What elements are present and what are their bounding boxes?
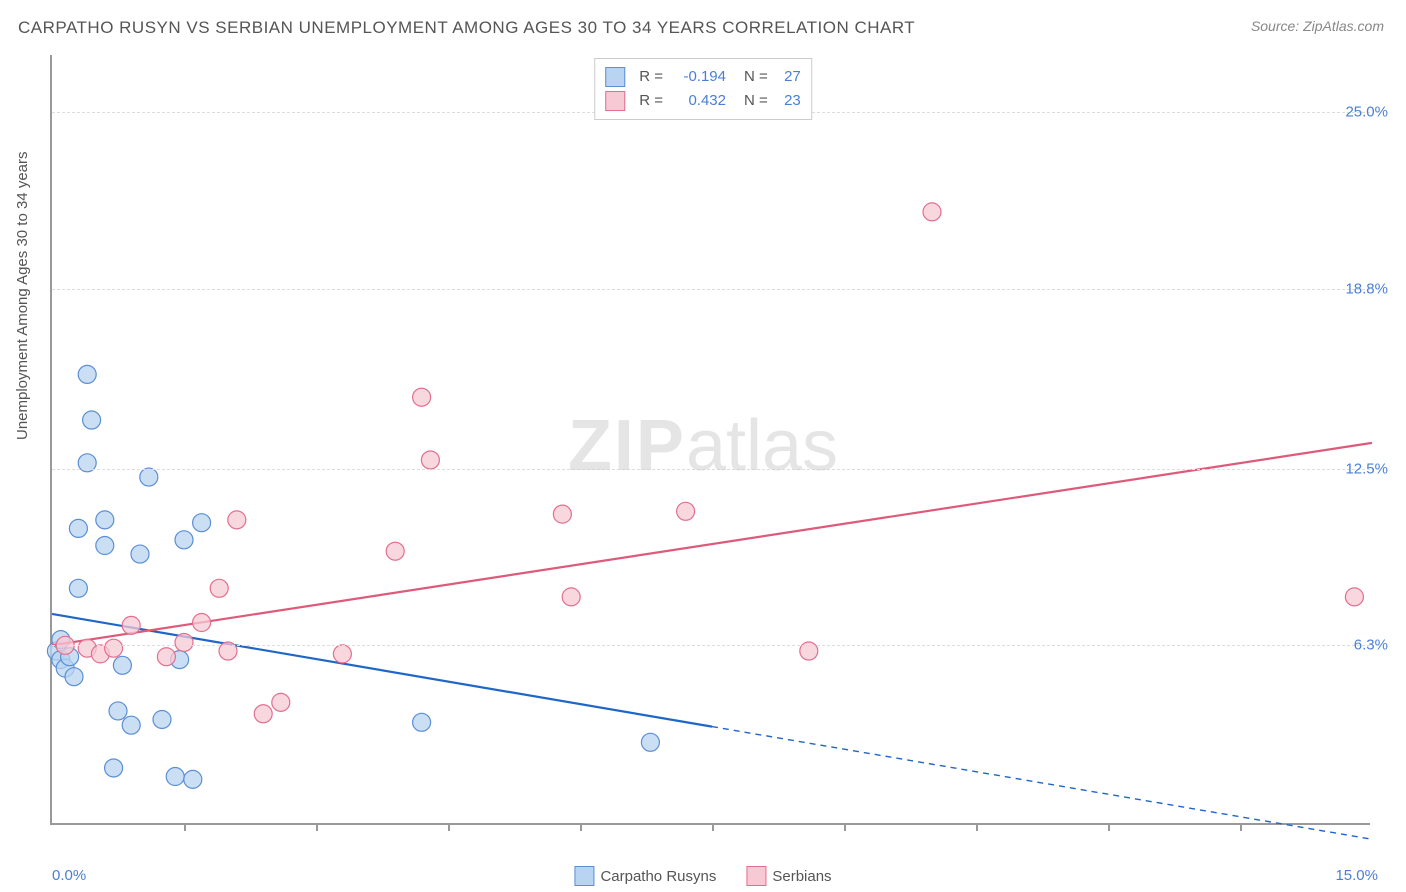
plot-area xyxy=(50,55,1370,825)
data-point xyxy=(184,770,202,788)
chart-title: CARPATHO RUSYN VS SERBIAN UNEMPLOYMENT A… xyxy=(18,18,915,38)
x-tick xyxy=(1108,823,1110,831)
stats-legend-box: R = -0.194 N = 27 R = 0.432 N = 23 xyxy=(594,58,812,120)
legend-swatch xyxy=(605,67,625,87)
data-point xyxy=(122,616,140,634)
y-tick-label: 25.0% xyxy=(1345,104,1388,121)
x-tick xyxy=(844,823,846,831)
data-point xyxy=(175,531,193,549)
data-point xyxy=(386,542,404,560)
data-point xyxy=(105,759,123,777)
data-point xyxy=(105,639,123,657)
data-point xyxy=(272,693,290,711)
data-point xyxy=(228,511,246,529)
y-tick-label: 18.8% xyxy=(1345,280,1388,297)
y-tick-label: 6.3% xyxy=(1354,637,1388,654)
legend-swatch xyxy=(605,91,625,111)
chart-svg xyxy=(52,55,1370,823)
x-tick-max: 15.0% xyxy=(1335,867,1378,884)
legend-swatch xyxy=(746,866,766,886)
data-point xyxy=(122,716,140,734)
gridline-h xyxy=(52,289,1370,290)
x-tick xyxy=(448,823,450,831)
stats-row: R = -0.194 N = 27 xyxy=(605,65,801,89)
x-tick xyxy=(1240,823,1242,831)
data-point xyxy=(153,710,171,728)
data-point xyxy=(157,648,175,666)
data-point xyxy=(562,588,580,606)
stats-r-value: -0.194 xyxy=(671,65,726,89)
data-point xyxy=(140,468,158,486)
data-point xyxy=(923,203,941,221)
data-point xyxy=(83,411,101,429)
data-point xyxy=(333,645,351,663)
data-point xyxy=(413,388,431,406)
stats-row: R = 0.432 N = 23 xyxy=(605,89,801,113)
data-point xyxy=(1345,588,1363,606)
stats-n-label: N = xyxy=(744,65,768,89)
x-tick xyxy=(976,823,978,831)
data-point xyxy=(210,579,228,597)
data-point xyxy=(254,705,272,723)
x-tick xyxy=(316,823,318,831)
data-point xyxy=(69,519,87,537)
x-tick-min: 0.0% xyxy=(52,867,86,884)
data-point xyxy=(166,768,184,786)
data-point xyxy=(96,511,114,529)
x-tick xyxy=(712,823,714,831)
data-point xyxy=(193,514,211,532)
legend-label: Carpatho Rusyns xyxy=(600,868,716,885)
trend-line-dashed xyxy=(712,727,1372,840)
data-point xyxy=(677,502,695,520)
data-point xyxy=(131,545,149,563)
x-tick xyxy=(184,823,186,831)
legend-label: Serbians xyxy=(772,868,831,885)
data-point xyxy=(175,633,193,651)
legend-swatch xyxy=(574,866,594,886)
stats-r-label: R = xyxy=(639,65,663,89)
legend-item: Serbians xyxy=(746,866,831,886)
data-point xyxy=(193,614,211,632)
data-point xyxy=(553,505,571,523)
gridline-h xyxy=(52,645,1370,646)
y-tick-label: 12.5% xyxy=(1345,460,1388,477)
trend-line xyxy=(52,443,1372,645)
data-point xyxy=(96,537,114,555)
legend-item: Carpatho Rusyns xyxy=(574,866,716,886)
stats-n-label: N = xyxy=(744,89,768,113)
stats-n-value: 23 xyxy=(776,89,801,113)
data-point xyxy=(109,702,127,720)
data-point xyxy=(421,451,439,469)
data-point xyxy=(65,668,83,686)
legend-bottom: Carpatho Rusyns Serbians xyxy=(574,866,831,886)
data-point xyxy=(113,656,131,674)
data-point xyxy=(78,365,96,383)
gridline-h xyxy=(52,469,1370,470)
stats-r-label: R = xyxy=(639,89,663,113)
data-point xyxy=(413,713,431,731)
source-attribution: Source: ZipAtlas.com xyxy=(1251,18,1384,34)
y-axis-label: Unemployment Among Ages 30 to 34 years xyxy=(14,151,31,440)
data-point xyxy=(69,579,87,597)
data-point xyxy=(641,733,659,751)
stats-n-value: 27 xyxy=(776,65,801,89)
x-tick xyxy=(580,823,582,831)
stats-r-value: 0.432 xyxy=(671,89,726,113)
